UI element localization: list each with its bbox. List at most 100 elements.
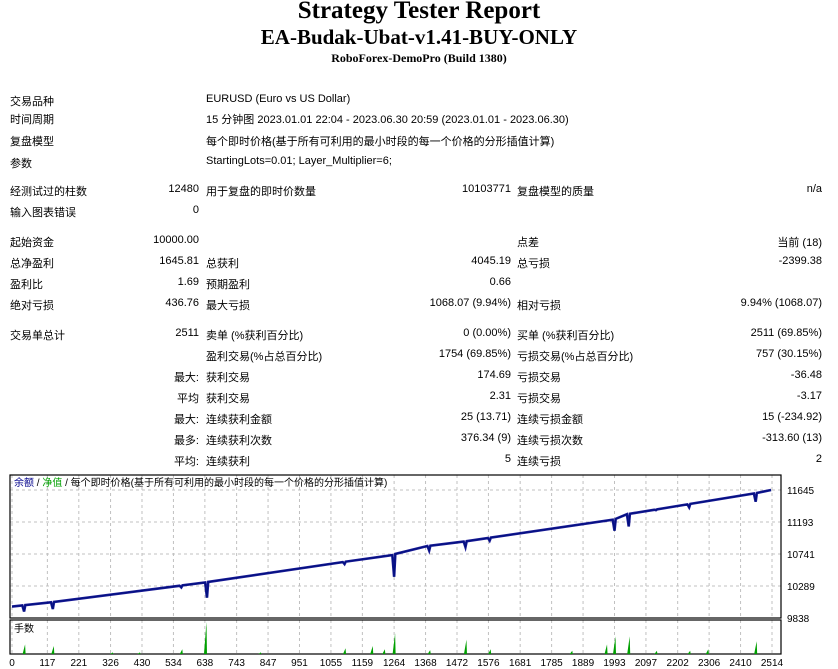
info-row: 交易品种 EURUSD (Euro vs US Dollar) <box>0 93 838 109</box>
stat-label: 获利交易 <box>206 393 250 405</box>
x-tick-label: 326 <box>102 658 119 669</box>
y-tick-label: 11645 <box>787 486 815 497</box>
stat-value: 2.31 <box>489 390 511 402</box>
x-tick-label: 1576 <box>477 658 500 669</box>
stat-value: 0 (0.00%) <box>463 327 511 339</box>
legend-balance: 余额 <box>14 476 34 489</box>
stat-label: 亏损交易(%占总百分比) <box>517 351 634 363</box>
volume-bar <box>427 650 431 654</box>
stat-label: 起始资金 <box>10 237 54 249</box>
volume-bar <box>754 641 758 654</box>
info-row: 参数 StartingLots=0.01; Layer_Multiplier=6; <box>0 155 838 171</box>
stat-label: 交易单总计 <box>10 330 65 342</box>
stat-value: 0.66 <box>489 276 511 288</box>
stat-label: 总净盈利 <box>10 258 54 270</box>
stat-label: 经测试过的柱数 <box>10 186 87 198</box>
stat-value: 436.76 <box>165 297 199 309</box>
volume-bar <box>612 636 616 654</box>
stat-value: -2399.38 <box>778 255 822 267</box>
report-title: Strategy Tester Report <box>297 0 541 24</box>
stat-value: 2511 (69.85%) <box>750 327 822 339</box>
stat-label: 亏损交易 <box>517 393 561 405</box>
x-tick-label: 2202 <box>667 658 690 669</box>
stat-label: 亏损交易 <box>517 372 561 384</box>
volume-label: 手数 <box>14 622 34 635</box>
stat-label: 连续获利次数 <box>206 435 272 447</box>
y-tick-label: 10289 <box>787 582 815 593</box>
stat-value: 4045.19 <box>471 255 511 267</box>
stat-label: 输入图表错误 <box>10 207 76 219</box>
x-tick-label: 534 <box>165 658 182 669</box>
info-value: StartingLots=0.01; Layer_Multiplier=6; <box>206 155 392 167</box>
legend-equity: 净值 <box>42 476 62 489</box>
x-tick-label: 951 <box>291 658 308 669</box>
x-tick-label: 2097 <box>635 658 658 669</box>
stat-value: -313.60 (13) <box>762 432 822 444</box>
info-row: 复盘模型 每个即时价格(基于所有可利用的最小时段的每一个价格的分形插值计算) <box>0 133 838 149</box>
y-tick-label: 11193 <box>787 518 814 529</box>
info-value: 15 分钟图 2023.01.01 22:04 - 2023.06.30 20:… <box>206 114 569 126</box>
y-tick-label: 9838 <box>787 614 810 625</box>
server-build: RoboForex-DemoPro (Build 1380) <box>331 51 507 65</box>
legend-sep: / <box>34 478 42 489</box>
balance-line <box>11 488 772 612</box>
stats-row: 起始资金 10000.00 点差 当前 (18) <box>0 234 838 250</box>
stats-row: 盈利比 1.69 预期盈利 0.66 <box>0 276 838 292</box>
stats-row: 总净盈利 1645.81 总获利 4045.19 总亏损 -2399.38 <box>0 255 838 271</box>
stat-value: -3.17 <box>796 390 822 402</box>
x-tick-label: 1993 <box>603 658 626 669</box>
stat-label: 连续获利 <box>206 456 250 468</box>
stat-label: 连续获利金额 <box>206 414 272 426</box>
stat-label: 预期盈利 <box>206 279 250 291</box>
info-row: 时间周期 15 分钟图 2023.01.01 22:04 - 2023.06.30… <box>0 111 838 127</box>
volume-bar <box>22 644 26 654</box>
volume-panel-frame <box>9 619 782 655</box>
volume-bar <box>179 649 183 654</box>
ea-name: EA-Budak-Ubat-v1.41-BUY-ONLY <box>260 25 578 49</box>
x-tick-label: 2410 <box>729 658 752 669</box>
stat-value: 12480 <box>168 183 199 195</box>
stat-value: 5 <box>504 453 511 465</box>
volume-bar <box>687 650 691 654</box>
stat-value: -36.48 <box>790 369 822 381</box>
stat-label: 卖单 (%获利百分比) <box>206 330 304 342</box>
stat-value: 2511 <box>175 327 199 339</box>
volume-bar <box>392 633 396 654</box>
info-value: 每个即时价格(基于所有可利用的最小时段的每一个价格的分形插值计算) <box>206 136 555 148</box>
stat-value: 25 (13.71) <box>460 411 511 423</box>
volume-bar <box>382 649 386 654</box>
stats-row: 平均: 连续获利 5 连续亏损 2 <box>0 453 838 469</box>
info-label: 交易品种 <box>10 96 54 108</box>
volume-bar <box>627 636 631 654</box>
x-tick-label: 847 <box>260 658 277 669</box>
stat-value: 当前 (18) <box>777 237 822 249</box>
x-tick-label: 1889 <box>572 658 595 669</box>
x-tick-label: 1681 <box>509 658 532 669</box>
legend-desc: / 每个即时价格(基于所有可利用的最小时段的每一个价格的分形插值计算) <box>62 476 387 489</box>
stat-value: 10103771 <box>462 183 511 195</box>
stat-value: 1068.07 (9.94%) <box>429 297 511 309</box>
stats-row: 最多: 连续获利次数 376.34 (9) 连续亏损次数 -313.60 (13) <box>0 432 838 448</box>
volume-bar <box>705 649 709 654</box>
x-tick-label: 221 <box>70 658 87 669</box>
x-tick-label: 2514 <box>761 658 784 669</box>
balance-chart: 11645 11193 10741 10289 9838 0 117 221 326 430 534… <box>9 474 815 669</box>
stat-label: 获利交易 <box>206 372 250 384</box>
x-tick-label: 1264 <box>383 658 406 669</box>
x-tick-label: 1472 <box>446 658 469 669</box>
stat-label: 最大亏损 <box>206 300 250 312</box>
stats-row: 交易单总计 2511 卖单 (%获利百分比) 0 (0.00%) 买单 (%获利百分比)… <box>0 327 838 343</box>
x-tick-label: 1159 <box>352 658 374 669</box>
info-value: EURUSD (Euro vs US Dollar) <box>206 93 351 105</box>
stat-label: 总获利 <box>206 258 239 270</box>
stat-value: n/a <box>806 183 822 195</box>
x-tick-label: 117 <box>39 658 55 669</box>
stats-row: 绝对亏损 436.76 最大亏损 1068.07 (9.94%) 相对亏损 9.94% (… <box>0 297 838 313</box>
stats-row: 输入图表错误 0 <box>0 204 838 220</box>
stats-row: 最大: 获利交易 174.69 亏损交易 -36.48 <box>0 369 838 385</box>
stat-label: 总亏损 <box>517 258 550 270</box>
x-tick-label: 0 <box>9 658 15 669</box>
stat-label: 绝对亏损 <box>10 300 54 312</box>
x-tick-label: 1785 <box>540 658 563 669</box>
stat-label: 连续亏损次数 <box>517 435 583 447</box>
